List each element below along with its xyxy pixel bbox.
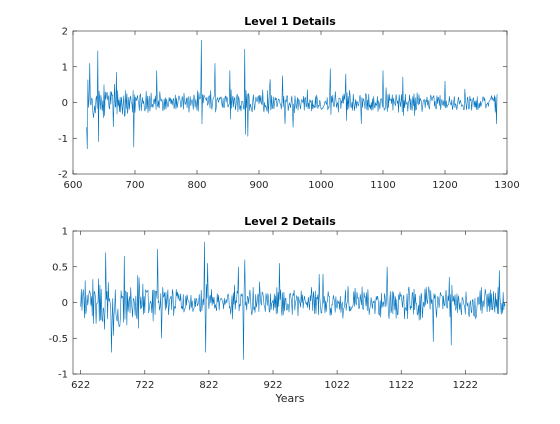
level-2-x-tick-label: 822 (199, 380, 218, 391)
level-2-y-tick-label: 0.5 (52, 262, 68, 273)
level-1-x-tick-label: 1100 (370, 180, 395, 191)
level-1-plot-area: 600 700 800 900 1000 1100 1200 1300 -2 -1 0 1 2 (58, 27, 520, 192)
level-2-title: Level 2 Details (244, 215, 336, 228)
level-2-y-tick-label: 1 (62, 227, 68, 238)
level-2-x-tick-label: 722 (135, 380, 154, 391)
level-1-title: Level 1 Details (244, 15, 336, 28)
level-1-series-line (86, 39, 498, 149)
level-1-y-tick-label: -1 (58, 134, 68, 145)
level-2-y-tick-label: -1 (58, 370, 68, 381)
level-2-x-tick-label: 922 (263, 380, 282, 391)
level-1-x-tick-label: 900 (249, 180, 268, 191)
level-2-x-axis-label: Years (274, 392, 304, 405)
level-2-x-tick-label: 1022 (324, 380, 349, 391)
level-2-series-line (80, 241, 506, 360)
level-1-details-panel: Level 1 Details 600 700 800 900 1000 1100 1200… (58, 15, 520, 191)
level-1-y-tick-label: 2 (62, 27, 68, 38)
level-2-x-tick-label: 1222 (453, 380, 478, 391)
level-2-x-tick-label: 1122 (388, 380, 413, 391)
level-2-plot-area: 622 722 822 922 1022 1122 1222 -1 -0.5 0 0.5 1 (48, 227, 508, 391)
level-2-y-tick-label: -0.5 (48, 334, 68, 345)
level-2-details-panel: Level 2 Details 622 722 822 922 1022 1122 1222… (48, 215, 508, 405)
level-1-y-tick-label: 1 (62, 62, 68, 73)
level-1-x-tick-label: 800 (187, 180, 206, 191)
level-2-x-tick-label: 622 (71, 380, 90, 391)
level-1-x-tick-label: 1200 (432, 180, 457, 191)
level-1-x-tick-label: 1300 (494, 180, 519, 191)
level-1-x-tick-label: 600 (63, 180, 82, 191)
level-1-x-tick-label: 700 (125, 180, 144, 191)
level-1-y-tick-label: 0 (62, 98, 68, 109)
level-2-y-tick-label: 0 (62, 298, 68, 309)
level-1-y-tick-label: -2 (58, 170, 68, 181)
level-1-x-tick-label: 1000 (308, 180, 333, 191)
